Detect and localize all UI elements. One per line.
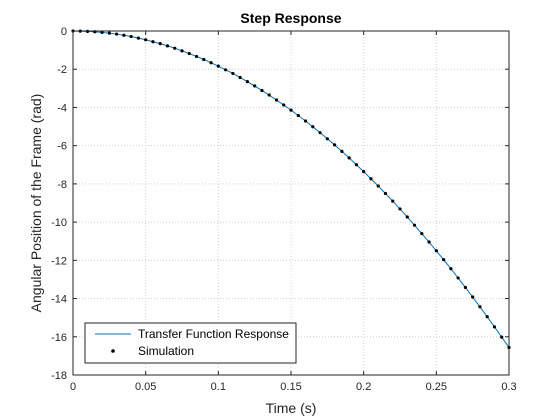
simulation-point xyxy=(340,149,344,153)
simulation-point xyxy=(362,170,366,174)
simulation-point xyxy=(303,119,308,123)
legend-label-transfer-function: Transfer Function Response xyxy=(138,327,289,341)
y-tick-label: -16 xyxy=(51,332,67,344)
simulation-point xyxy=(311,125,315,129)
x-tick-label: 0.2 xyxy=(356,381,371,393)
simulation-point xyxy=(216,64,220,68)
y-tick-label: -8 xyxy=(57,179,67,191)
simulation-point xyxy=(274,98,279,102)
simulation-point xyxy=(333,143,337,147)
y-tick-label: -18 xyxy=(51,370,67,382)
x-axis-label: Time (s) xyxy=(266,400,317,416)
y-tick-label: 0 xyxy=(61,26,67,38)
simulation-point xyxy=(420,231,424,236)
simulation-point xyxy=(492,325,497,329)
legend-box xyxy=(84,322,297,364)
y-tick-label: -6 xyxy=(57,141,67,153)
y-axis-label: Angular Position of the Frame (rad) xyxy=(28,94,44,313)
legend-marker-swatch xyxy=(111,349,115,353)
plot-series xyxy=(71,29,511,350)
legend-label-simulation: Simulation xyxy=(138,344,194,358)
simulation-point xyxy=(173,46,177,50)
x-tick-label: 0 xyxy=(70,381,76,393)
simulation-point xyxy=(347,156,351,160)
y-tick-label: -2 xyxy=(57,64,67,76)
simulation-point xyxy=(463,285,467,290)
simulation-point xyxy=(354,163,358,167)
simulation-point xyxy=(391,199,395,203)
simulation-point xyxy=(456,276,460,280)
y-tick-label: -10 xyxy=(51,217,67,229)
simulation-point xyxy=(289,108,293,112)
simulation-point xyxy=(485,315,489,319)
simulation-point xyxy=(129,34,133,39)
simulation-point xyxy=(471,295,475,299)
simulation-point xyxy=(398,207,402,211)
simulation-point xyxy=(136,36,140,40)
x-tick-label: 0.15 xyxy=(280,381,301,393)
simulation-point xyxy=(500,335,504,339)
simulation-point xyxy=(405,215,409,219)
simulation-point xyxy=(318,131,322,135)
simulation-point xyxy=(427,240,431,244)
simulation-point xyxy=(115,32,119,36)
chart-title: Step Response xyxy=(240,10,341,26)
x-tick-label: 0.1 xyxy=(211,381,226,393)
simulation-point xyxy=(151,40,155,44)
axis-ticks: 0 0.05 0.1 0.15 0.2 0.25 0.3 0 -2 -4 -6 -8 -10 -12 -14… xyxy=(51,26,517,393)
simulation-point xyxy=(107,31,111,35)
simulation-point xyxy=(260,88,264,93)
simulation-point xyxy=(412,223,417,227)
simulation-point xyxy=(282,103,286,107)
legend: Transfer Function Response Simulation xyxy=(84,322,297,364)
simulation-point xyxy=(180,49,184,53)
simulation-point xyxy=(434,249,438,253)
simulation-point xyxy=(253,84,257,88)
simulation-point xyxy=(231,71,235,76)
x-tick-label: 0.25 xyxy=(426,381,447,393)
simulation-point xyxy=(296,113,300,118)
simulation-point xyxy=(245,80,249,84)
simulation-point xyxy=(144,38,148,42)
simulation-point xyxy=(158,42,162,46)
simulation-point xyxy=(100,30,104,34)
simulation-point xyxy=(442,257,446,262)
simulation-point xyxy=(209,61,213,65)
grid-lines xyxy=(73,31,509,375)
x-tick-label: 0.05 xyxy=(135,381,156,393)
simulation-point xyxy=(325,137,329,141)
simulation-point xyxy=(478,305,482,309)
x-tick-label: 0.3 xyxy=(501,381,516,393)
simulation-point xyxy=(194,54,199,59)
simulation-point xyxy=(238,75,242,80)
y-tick-label: -14 xyxy=(51,294,67,306)
simulation-point xyxy=(122,33,126,37)
simulation-point xyxy=(165,44,170,48)
y-tick-label: -4 xyxy=(57,102,67,114)
simulation-point xyxy=(187,51,191,56)
simulation-point xyxy=(369,177,373,181)
simulation-point xyxy=(267,93,271,97)
y-tick-label: -12 xyxy=(51,255,67,267)
simulation-point xyxy=(202,57,206,62)
simulation-point xyxy=(224,68,228,72)
simulation-point xyxy=(376,184,380,188)
simulation-point xyxy=(449,267,453,271)
simulation-point xyxy=(383,191,388,196)
